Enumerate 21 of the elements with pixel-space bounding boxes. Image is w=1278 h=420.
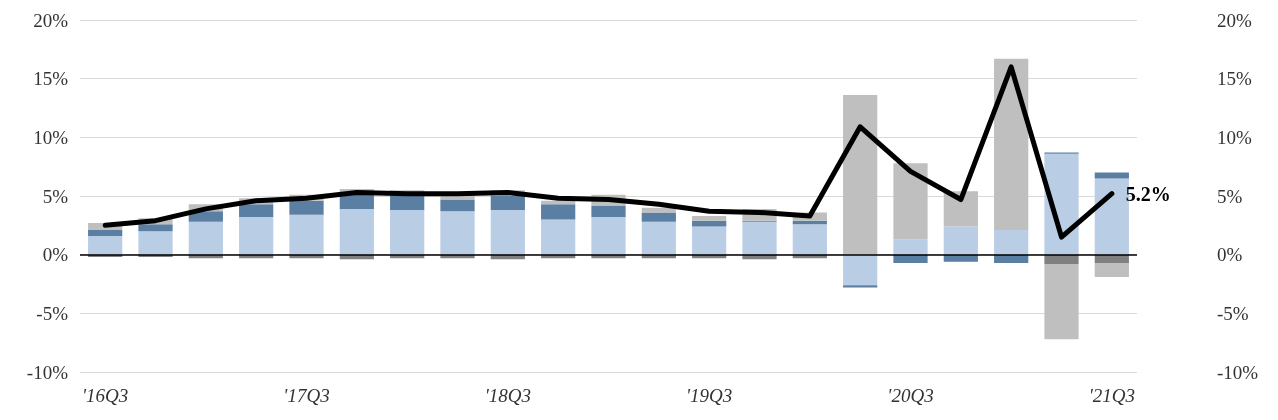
y-tick-label: 20%: [33, 9, 69, 31]
y2-tick-label: 15%: [1217, 68, 1252, 90]
x-tick-label: '17Q3: [283, 385, 330, 406]
y-tick-label: -5%: [36, 302, 69, 324]
x-tick-label: '18Q3: [484, 385, 531, 406]
y2-tick-label: -10%: [1217, 361, 1259, 383]
x-tick-label: '16Q3: [82, 385, 129, 406]
y2-tick-label: -5%: [1217, 302, 1249, 324]
x-tick-label: '20Q3: [887, 385, 934, 406]
data-label: 5.2%: [1125, 182, 1171, 205]
y2-tick-label: 20%: [1217, 9, 1252, 31]
y-tick-label: 5%: [42, 185, 69, 207]
x-tick-label: '19Q3: [686, 385, 733, 406]
y-tick-label: -10%: [26, 361, 69, 383]
x-tick-label: '21Q3: [1088, 385, 1135, 406]
y2-tick-label: 5%: [1217, 185, 1243, 207]
y-tick-label: 15%: [33, 68, 69, 90]
y2-tick-label: 10%: [1217, 126, 1252, 148]
y2-tick-label: 0%: [1217, 244, 1243, 266]
y-tick-label: 0%: [42, 244, 69, 266]
y-tick-label: 10%: [33, 126, 69, 148]
